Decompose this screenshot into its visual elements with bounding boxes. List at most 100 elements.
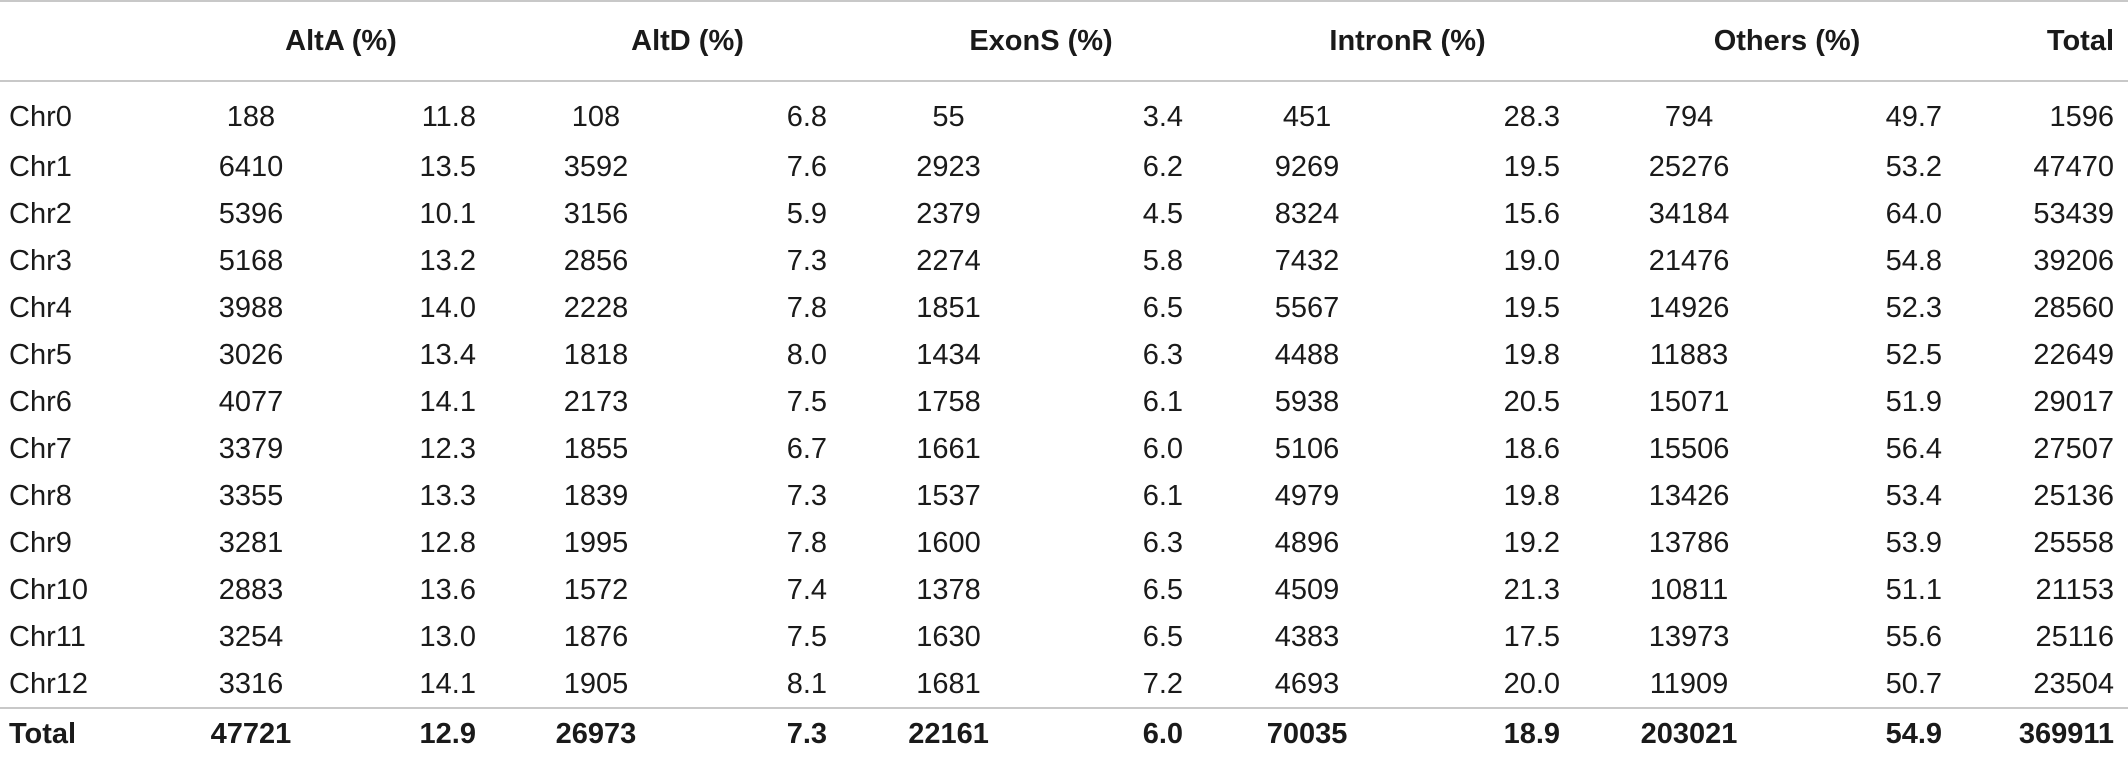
intronr-percent: 19.8 — [1503, 480, 1561, 512]
intronr-count: 5938 — [1274, 386, 1340, 418]
table-body: Chr0 188 11.8 108 6.8 55 3.4 451 28.3 794 49.7 1596… — [0, 81, 2128, 708]
others-count: 11909 — [1649, 667, 1729, 700]
intronr-count: 9269 — [1274, 151, 1340, 183]
table-row: Chr5 3026 13.4 1818 8.0 1434 6.3 4488 19.8 11883 5… — [0, 332, 2128, 379]
others-percent: 52.3 — [1885, 292, 1943, 324]
exons-count: 2274 — [916, 245, 981, 277]
alta-percent: 11.8 — [421, 100, 476, 133]
altd-percent: 6.7 — [786, 433, 828, 465]
total-alta-count: 47721 — [170, 707, 332, 760]
intronr-count: 4488 — [1274, 339, 1340, 371]
total-others-percent: 54.9 — [1782, 707, 1979, 760]
altd-percent: 7.4 — [786, 574, 828, 606]
altd-percent: 7.6 — [786, 151, 828, 183]
exons-percent: 6.2 — [1142, 151, 1184, 183]
header-exons: ExonS (%) — [863, 0, 1220, 82]
altd-percent: 7.3 — [786, 245, 828, 277]
row-total: 25136 — [2033, 480, 2115, 512]
header-others: Others (%) — [1596, 0, 1979, 82]
row-label: Chr12 — [9, 667, 88, 700]
exons-percent: 6.5 — [1142, 621, 1184, 653]
total-intronr-count: 70035 — [1219, 707, 1396, 760]
row-total: 23504 — [2033, 667, 2115, 700]
intronr-percent: 15.6 — [1503, 198, 1561, 230]
altd-count: 1818 — [563, 339, 629, 371]
altd-count: 3156 — [563, 198, 629, 230]
exons-percent: 6.1 — [1142, 386, 1184, 418]
row-label: Chr3 — [9, 245, 72, 277]
others-percent: 56.4 — [1885, 433, 1943, 465]
intronr-percent: 20.0 — [1503, 667, 1561, 700]
alta-count: 2883 — [218, 574, 284, 606]
altd-count: 1995 — [563, 527, 629, 559]
others-count: 34184 — [1648, 198, 1730, 230]
exons-count: 2379 — [916, 198, 981, 230]
altd-percent: 7.8 — [786, 527, 828, 559]
table-row: Chr6 4077 14.1 2173 7.5 1758 6.1 5938 20.5 15071 5… — [0, 379, 2128, 426]
row-label: Chr10 — [9, 574, 88, 606]
exons-percent: 4.5 — [1142, 198, 1184, 230]
alta-count: 3026 — [218, 339, 284, 371]
altd-count: 3592 — [563, 151, 629, 183]
exons-percent: 5.8 — [1142, 245, 1184, 277]
row-total: 27507 — [2033, 433, 2115, 465]
altd-percent: 7.5 — [786, 386, 828, 418]
others-count: 13786 — [1648, 527, 1730, 559]
altd-count: 2856 — [563, 245, 629, 277]
others-count: 25276 — [1648, 151, 1730, 183]
alta-percent: 13.0 — [419, 621, 476, 653]
intronr-count: 7432 — [1274, 245, 1340, 277]
table-row: Chr10 2883 13.6 1572 7.4 1378 6.5 4509 21.3 10811… — [0, 567, 2128, 614]
alta-count: 6410 — [218, 151, 284, 183]
others-percent: 53.4 — [1885, 480, 1943, 512]
altd-percent: 7.8 — [786, 292, 828, 324]
alta-count: 4077 — [218, 386, 284, 418]
altd-count: 1876 — [563, 621, 629, 653]
alta-percent: 10.1 — [419, 198, 476, 230]
intronr-count: 8324 — [1274, 198, 1340, 230]
total-row-label: Total — [0, 707, 170, 760]
others-count: 21476 — [1648, 245, 1730, 277]
alta-percent: 13.2 — [419, 245, 476, 277]
intronr-percent: 21.3 — [1503, 574, 1561, 606]
row-label: Chr4 — [9, 292, 72, 324]
alta-count: 3988 — [218, 292, 284, 324]
intronr-percent: 19.2 — [1503, 527, 1561, 559]
intronr-count: 4896 — [1274, 527, 1340, 559]
exons-percent: 6.5 — [1142, 574, 1184, 606]
header-alta: AltA (%) — [170, 0, 512, 82]
row-total: 39206 — [2033, 245, 2115, 277]
exons-count: 1537 — [916, 480, 981, 512]
alta-percent: 14.0 — [419, 292, 476, 324]
intronr-percent: 18.6 — [1503, 433, 1561, 465]
altd-count: 2173 — [563, 386, 629, 418]
others-percent: 51.1 — [1885, 574, 1943, 606]
altd-percent: 5.9 — [786, 198, 828, 230]
others-count: 15506 — [1648, 433, 1730, 465]
others-percent: 53.2 — [1885, 151, 1943, 183]
total-altd-count: 26973 — [512, 707, 680, 760]
row-total: 1596 — [2049, 100, 2115, 133]
alta-percent: 14.1 — [419, 386, 476, 418]
exons-count: 1661 — [916, 433, 981, 465]
total-alta-percent: 12.9 — [332, 707, 512, 760]
table-row: Chr3 5168 13.2 2856 7.3 2274 5.8 7432 19.0 21476 5… — [0, 238, 2128, 285]
intronr-percent: 28.3 — [1503, 100, 1561, 133]
exons-count: 1851 — [916, 292, 981, 324]
altd-percent: 6.8 — [786, 100, 828, 133]
others-percent: 53.9 — [1885, 527, 1943, 559]
alta-percent: 12.3 — [419, 433, 476, 465]
alta-percent: 13.3 — [419, 480, 476, 512]
altd-count: 1572 — [563, 574, 629, 606]
others-percent: 55.6 — [1885, 621, 1943, 653]
others-percent: 50.7 — [1885, 667, 1943, 700]
intronr-percent: 19.5 — [1503, 151, 1561, 183]
others-percent: 49.7 — [1885, 100, 1943, 133]
exons-percent: 6.5 — [1142, 292, 1184, 324]
row-total: 21153 — [2035, 574, 2115, 606]
alta-count: 5396 — [218, 198, 284, 230]
row-label: Chr6 — [9, 386, 72, 418]
header-altd: AltD (%) — [512, 0, 864, 82]
intronr-percent: 19.5 — [1503, 292, 1561, 324]
header-total: Total — [1978, 0, 2128, 82]
